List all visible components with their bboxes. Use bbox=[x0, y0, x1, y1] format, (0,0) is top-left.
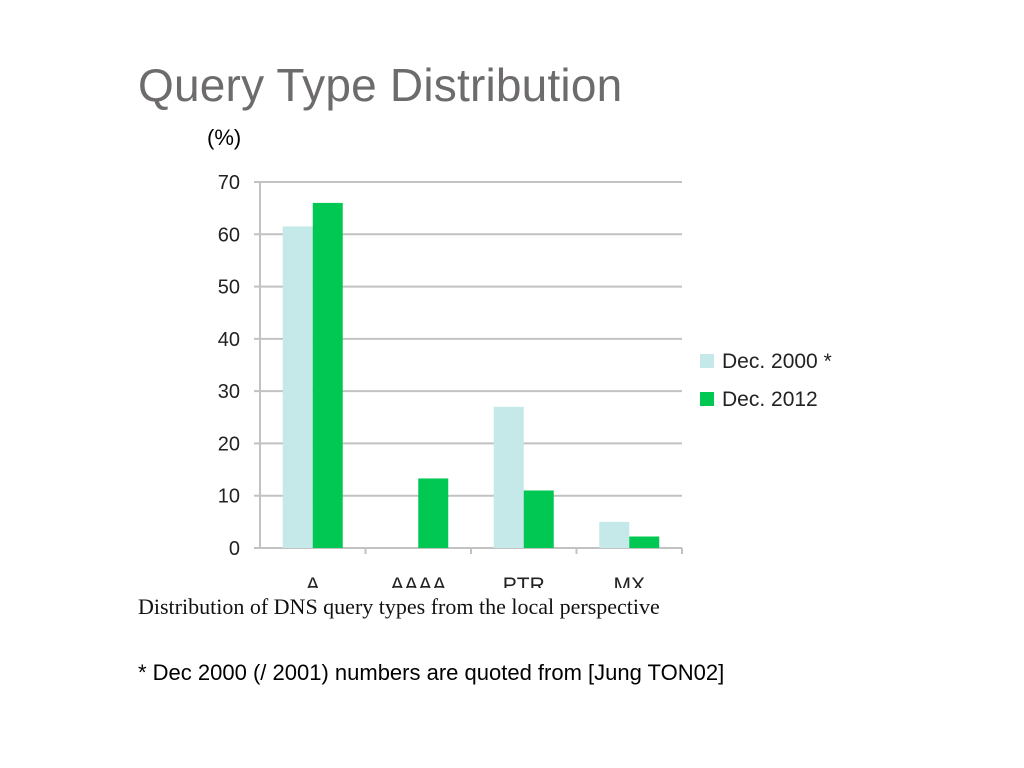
y-tick-label: 10 bbox=[218, 486, 240, 508]
legend-swatch bbox=[700, 392, 714, 406]
bar-a-series-1 bbox=[282, 226, 313, 548]
legend-label: Dec. 2000 * bbox=[722, 350, 832, 373]
x-tick-label: A bbox=[306, 574, 320, 588]
y-tick-label: 70 bbox=[218, 172, 240, 194]
y-tick-label: 60 bbox=[218, 224, 240, 246]
x-tick-label: AAAA bbox=[390, 574, 446, 588]
bar-ptr-series-2 bbox=[523, 490, 554, 548]
bar-ptr-series-1 bbox=[493, 406, 524, 548]
slide-title: Query Type Distribution bbox=[138, 59, 623, 111]
bars bbox=[282, 202, 660, 548]
y-axis-ticks: 0 10 20 30 40 50 60 70 bbox=[218, 172, 260, 560]
legend-swatch bbox=[700, 354, 714, 368]
y-tick-label: 50 bbox=[218, 277, 240, 299]
footnote: * Dec 2000 (/ 2001) numbers are quoted f… bbox=[138, 660, 725, 685]
y-tick-label: 30 bbox=[218, 381, 240, 403]
x-axis-ticks: A AAAA PTR MX bbox=[306, 548, 683, 588]
unit-label: (%) bbox=[207, 125, 242, 150]
y-tick-label: 0 bbox=[229, 538, 240, 560]
bar-aaaa-series-2 bbox=[418, 478, 449, 548]
bar-a-series-2 bbox=[312, 202, 343, 548]
legend-label: Dec. 2012 bbox=[722, 388, 818, 411]
bar-mx-series-1 bbox=[599, 521, 630, 548]
chart-caption: Distribution of DNS query types from the… bbox=[138, 594, 660, 619]
y-tick-label: 40 bbox=[218, 329, 240, 351]
x-tick-label: PTR bbox=[503, 574, 545, 588]
legend: Dec. 2000 * Dec. 2012 bbox=[700, 350, 832, 411]
x-tick-label: MX bbox=[614, 574, 646, 588]
bar-mx-series-2 bbox=[629, 536, 660, 548]
y-tick-label: 20 bbox=[218, 433, 240, 455]
